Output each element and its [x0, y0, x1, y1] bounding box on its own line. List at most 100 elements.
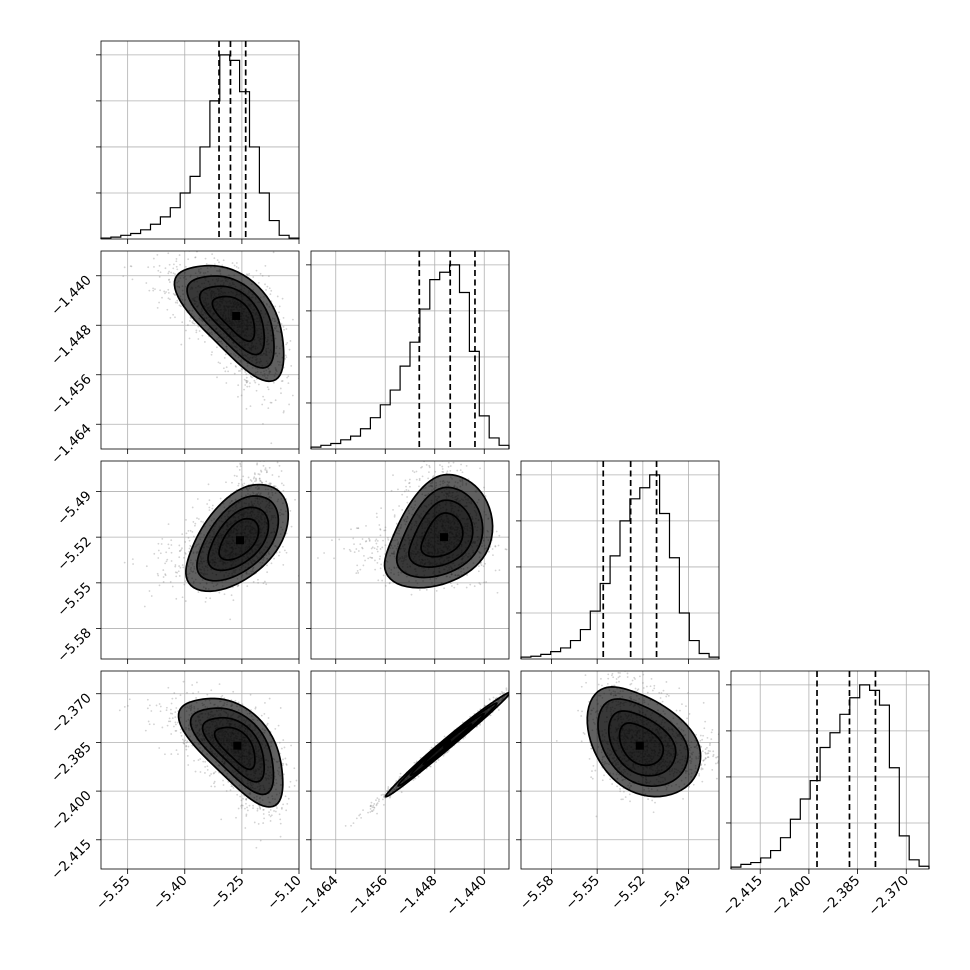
sample-point: [291, 394, 294, 397]
sample-point: [267, 407, 270, 410]
sample-point: [259, 806, 261, 809]
sample-point: [288, 348, 291, 351]
sample-point: [234, 699, 237, 702]
sample-point: [280, 470, 283, 472]
sample-point: [184, 739, 187, 742]
sample-point: [218, 591, 221, 594]
sample-point: [184, 553, 187, 555]
sample-point: [265, 452, 267, 454]
sample-point: [192, 521, 195, 523]
sample-point: [160, 242, 162, 244]
sample-point: [273, 485, 275, 488]
sample-point: [392, 474, 394, 477]
sample-point: [155, 704, 158, 707]
sample-point: [278, 878, 280, 880]
sample-point: [194, 524, 196, 527]
sample-point: [453, 586, 456, 589]
sample-point: [284, 357, 287, 360]
histogram-step-1: [100, 54, 300, 239]
sample-point: [384, 529, 387, 532]
sample-point: [479, 583, 482, 586]
sample-point: [239, 370, 241, 372]
sample-point: [257, 282, 260, 284]
sample-point: [181, 547, 183, 550]
sample-point: [219, 362, 221, 365]
sample-point: [370, 547, 373, 550]
sample-point: [222, 784, 225, 786]
sample-point: [284, 757, 287, 760]
sample-point: [172, 292, 175, 295]
sample-point: [287, 797, 290, 800]
sample-point: [282, 484, 285, 487]
sample-point: [374, 559, 376, 562]
sample-point: [255, 477, 257, 480]
sample-point: [390, 489, 393, 492]
sample-point: [251, 376, 253, 379]
sample-point: [245, 815, 248, 817]
histogram-panel-3: [516, 460, 720, 664]
sample-point: [154, 288, 156, 291]
sample-point: [373, 547, 376, 550]
sample-point: [205, 597, 208, 599]
sample-point: [435, 589, 438, 592]
sample-point: [369, 556, 372, 559]
sample-point: [172, 263, 175, 266]
sample-point: [498, 569, 501, 572]
sample-point: [266, 571, 269, 574]
sample-point: [160, 543, 163, 545]
sample-point: [148, 289, 151, 292]
sample-point: [178, 556, 181, 559]
sample-point: [189, 544, 192, 547]
sample-point: [211, 507, 214, 510]
x-tick-label-0: −2.415: [719, 873, 766, 920]
sample-point: [157, 549, 160, 552]
sample-point: [168, 547, 171, 550]
sample-point: [235, 475, 238, 478]
sample-point: [478, 582, 481, 584]
sample-point: [235, 265, 238, 268]
sample-point: [240, 394, 243, 397]
sample-point: [259, 433, 261, 435]
sample-point: [361, 547, 364, 550]
sample-point: [176, 268, 179, 271]
sample-point: [170, 560, 173, 562]
sample-point: [237, 384, 240, 387]
sample-point: [483, 581, 486, 584]
sample-point: [379, 555, 381, 558]
panel-contents: [123, 433, 299, 621]
sample-point: [257, 473, 260, 475]
sample-point: [415, 470, 418, 473]
sample-point: [194, 256, 197, 259]
sample-point: [174, 301, 177, 304]
sample-point: [382, 539, 384, 542]
sample-point: [165, 560, 168, 563]
sample-point: [401, 508, 404, 511]
sample-point: [274, 305, 277, 308]
sample-point: [243, 378, 246, 381]
sample-point: [494, 545, 497, 547]
sample-point: [256, 807, 259, 810]
sample-point: [237, 807, 240, 810]
sample-point: [264, 468, 267, 471]
sample-point: [265, 471, 268, 474]
sample-point: [245, 813, 248, 816]
panel-contents: [122, 242, 307, 445]
sample-point: [253, 379, 256, 382]
sample-point: [271, 474, 274, 476]
sample-point: [161, 726, 164, 729]
sample-point: [238, 469, 241, 471]
sample-point: [237, 584, 240, 586]
sample-point: [198, 330, 201, 332]
sample-point: [497, 544, 500, 547]
sample-point: [238, 456, 240, 458]
sample-point: [484, 495, 487, 497]
sample-point: [179, 694, 182, 697]
sample-point: [179, 566, 182, 569]
sample-point: [384, 584, 387, 587]
sample-point: [167, 297, 170, 300]
sample-point: [225, 382, 228, 384]
sample-point: [447, 465, 450, 468]
sample-point: [305, 388, 307, 390]
sample-point: [185, 745, 188, 748]
sample-point: [184, 600, 187, 602]
